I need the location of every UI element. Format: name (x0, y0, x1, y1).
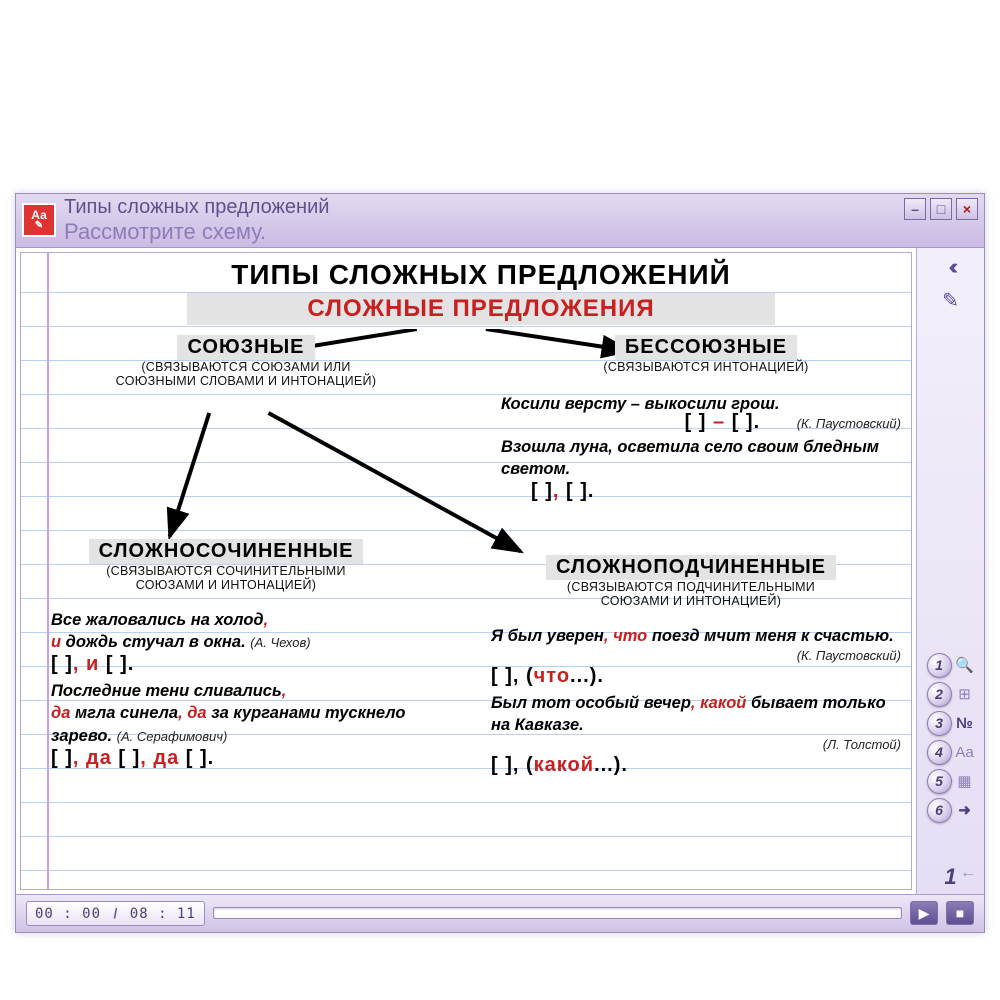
title-text: Типы сложных предложений Рассмотрите схе… (64, 195, 329, 245)
node-complex-title: СЛОЖНОПОДЧИНЕННЫЕ (546, 555, 836, 580)
node-union-title: СОЮЗНЫЕ (177, 335, 314, 360)
author-paust1: (К. Паустовский) (797, 416, 901, 431)
node-complex: СЛОЖНОПОДЧИНЕННЫЕ (СВЯЗЫВАЮТСЯ ПОДЧИНИТЕ… (501, 555, 881, 609)
window-subtitle: Рассмотрите схему. (64, 219, 329, 245)
page-title: ТИПЫ СЛОЖНЫХ ПРЕДЛОЖЕНИЙ (61, 259, 901, 291)
node-complex-note2: СОЮЗАМИ И ИНТОНАЦИЕЙ) (501, 594, 881, 608)
content-area: ТИПЫ СЛОЖНЫХ ПРЕДЛОЖЕНИЙ СЛОЖНЫЕ ПРЕДЛОЖ… (20, 252, 912, 890)
page-1-button[interactable]: 1 (927, 653, 952, 678)
sidebar-top-icons: ‹‹‹ ✎ (942, 254, 959, 313)
grid-icon[interactable]: ⊞ (955, 685, 975, 703)
node-union: СОЮЗНЫЕ (СВЯЗЫВАЮТСЯ СОЮЗАМИ ИЛИ СОЮЗНЫМ… (91, 335, 401, 389)
node-complex-note1: (СВЯЗЫВАЮТСЯ ПОДЧИНИТЕЛЬНЫМИ (501, 580, 881, 594)
maximize-button[interactable]: □ (930, 198, 952, 220)
current-time: 00 : 00 (35, 906, 101, 922)
minimize-button[interactable]: – (904, 198, 926, 220)
pencil-icon[interactable]: ✎ (942, 288, 959, 313)
author-serafimovich: (А. Серафимович) (117, 729, 228, 744)
total-time: 08 : 11 (130, 906, 196, 922)
progress-bar[interactable] (213, 907, 902, 919)
time-box: 00 : 00 / 08 : 11 (26, 901, 205, 926)
page-4-button[interactable]: 4 (927, 740, 952, 765)
ex-compound-2: Последние тени сливались, да мгла синела… (51, 680, 471, 747)
play-button[interactable]: ▶ (910, 901, 938, 925)
examples-unionless: Косили версту – выкосили грош. [ ] – [ ]… (501, 393, 901, 504)
ex-complex-1: Я был уверен, что поезд мчит меня к счас… (491, 625, 901, 647)
current-page-indicator: 1 (944, 864, 956, 890)
num-icon[interactable]: № (955, 715, 975, 732)
subtitle-box: СЛОЖНЫЕ ПРЕДЛОЖЕНИЯ (187, 293, 775, 325)
author-tolstoy: (Л. Толстой) (823, 737, 901, 752)
app-window: Аа ✎ Типы сложных предложений Рассмотрит… (15, 193, 985, 933)
node-compound-note1: (СВЯЗЫВАЮТСЯ СОЧИНИТЕЛЬНЫМИ (61, 564, 391, 578)
media-bar: 00 : 00 / 08 : 11 ▶ ■ (16, 894, 984, 932)
stop-button[interactable]: ■ (946, 901, 974, 925)
ex-unionless-2: Взошла луна, осветила село своим бледным… (501, 436, 901, 481)
page-5-button[interactable]: 5 (927, 769, 952, 794)
window-controls: – □ × (904, 198, 978, 220)
app-body: ТИПЫ СЛОЖНЫХ ПРЕДЛОЖЕНИЙ СЛОЖНЫЕ ПРЕДЛОЖ… (16, 248, 984, 894)
content-inner: ТИПЫ СЛОЖНЫХ ПРЕДЛОЖЕНИЙ СЛОЖНЫЕ ПРЕДЛОЖ… (21, 253, 911, 889)
zoom-icon[interactable]: 🔍 (955, 656, 975, 674)
node-compound-title: СЛОЖНОСОЧИНЕННЫЕ (89, 539, 364, 564)
layout-icon[interactable]: ▦ (955, 772, 975, 790)
author-paust2: (К. Паустовский) (797, 648, 901, 663)
font-icon[interactable]: Aa (955, 744, 975, 761)
examples-complex: Я был уверен, что поезд мчит меня к счас… (491, 625, 901, 778)
titlebar: Аа ✎ Типы сложных предложений Рассмотрит… (16, 194, 984, 248)
right-sidebar: ‹‹‹ ✎ 1🔍 2⊞ 3№ 4Aa 5▦ 6➜ ← 1 (916, 248, 984, 894)
page-6-button[interactable]: 6 (927, 798, 952, 823)
page-buttons: 1🔍 2⊞ 3№ 4Aa 5▦ 6➜ (927, 653, 975, 852)
close-button[interactable]: × (956, 198, 978, 220)
node-unionless: БЕССОЮЗНЫЕ (СВЯЗЫВАЮТСЯ ИНТОНАЦИЕЙ) (541, 335, 871, 374)
node-union-note2: СОЮЗНЫМИ СЛОВАМИ И ИНТОНАЦИЕЙ) (91, 374, 401, 388)
page-2-button[interactable]: 2 (927, 682, 952, 707)
diagram: СОЮЗНЫЕ (СВЯЗЫВАЮТСЯ СОЮЗАМИ ИЛИ СОЮЗНЫМ… (61, 329, 901, 849)
examples-compound: Все жаловались на холод, и дождь стучал … (51, 609, 471, 770)
node-compound: СЛОЖНОСОЧИНЕННЫЕ (СВЯЗЫВАЮТСЯ СОЧИНИТЕЛЬ… (61, 539, 391, 593)
ex-compound-1: Все жаловались на холод, и дождь стучал … (51, 609, 471, 654)
node-compound-note2: СОЮЗАМИ И ИНТОНАЦИЕЙ) (61, 578, 391, 592)
window-title: Типы сложных предложений (64, 195, 329, 219)
app-icon: Аа ✎ (22, 203, 56, 237)
author-chekhov: (А. Чехов) (250, 635, 310, 650)
node-union-note1: (СВЯЗЫВАЮТСЯ СОЮЗАМИ ИЛИ (91, 360, 401, 374)
arrow-left-icon[interactable]: ← (960, 864, 976, 882)
node-unionless-title: БЕССОЮЗНЫЕ (615, 335, 797, 360)
arrow-right-icon[interactable]: ➜ (955, 801, 975, 819)
page-3-button[interactable]: 3 (927, 711, 952, 736)
ex-complex-2: Был тот особый вечер, какой бывает тольк… (491, 692, 901, 737)
back-icon[interactable]: ‹‹‹ (949, 254, 953, 280)
node-unionless-note: (СВЯЗЫВАЮТСЯ ИНТОНАЦИЕЙ) (541, 360, 871, 374)
